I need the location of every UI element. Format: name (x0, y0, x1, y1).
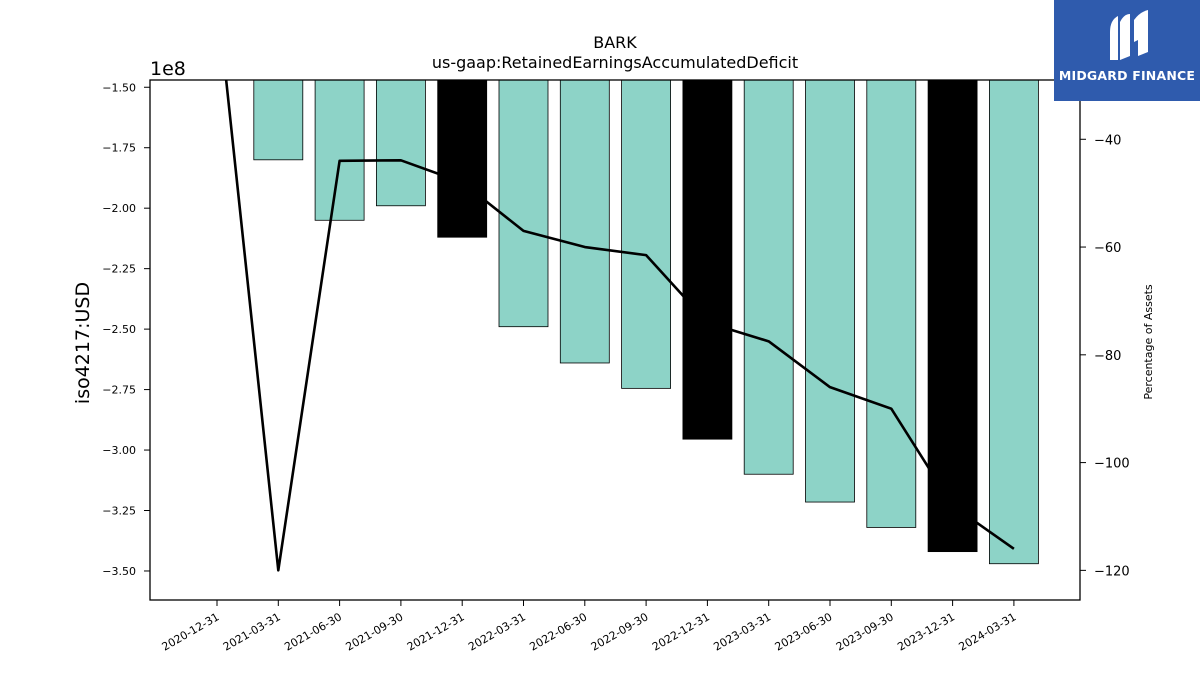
x-tick-label-2024-03-31: 2024-03-31 (957, 610, 1019, 653)
bar-2023-09-30 (866, 80, 917, 528)
y-tick-label: −3.25 (102, 505, 136, 518)
line-series-percentage-of-assets (224, 80, 1015, 572)
plot-frame (149, 79, 1081, 601)
bar-2022-09-30 (621, 80, 671, 389)
x-tick-label-2023-06-30: 2023-06-30 (773, 610, 835, 653)
x-tick-label-2023-12-31: 2023-12-31 (895, 610, 957, 653)
midgard-finance-logo: MIDGARD FINANCE (1054, 0, 1200, 101)
chart-subtitle: us-gaap:RetainedEarningsAccumulatedDefic… (432, 53, 798, 72)
y-tick-label: −1.50 (102, 81, 136, 94)
x-tick-label-2022-12-31: 2022-12-31 (650, 610, 712, 653)
x-tick-label-2023-09-30: 2023-09-30 (834, 610, 896, 653)
logo-text: MIDGARD FINANCE (1058, 68, 1196, 83)
y-offset-label: 1e8 (150, 58, 186, 80)
x-tick-label-2021-06-30: 2021-06-30 (282, 610, 344, 653)
y2-tick-label: −120 (1094, 564, 1130, 579)
y-tick-label: −2.25 (102, 263, 136, 276)
bars-layer (253, 80, 1039, 565)
labels-layer: BARK us-gaap:RetainedEarningsAccumulated… (72, 33, 1155, 404)
line-layer (224, 80, 1015, 572)
x-tick-label-2020-12-31: 2020-12-31 (160, 610, 222, 653)
y2-tick-label: −80 (1094, 349, 1121, 364)
bar-2021-06-30 (314, 80, 365, 221)
y-tick-label: −2.50 (102, 323, 136, 336)
bar-2021-09-30 (375, 80, 426, 207)
bar-2022-12-31 (682, 80, 733, 440)
x-tick-label-2021-03-31: 2021-03-31 (221, 610, 283, 653)
y-tick-label: −3.00 (102, 444, 136, 457)
x-tick-label-2023-03-31: 2023-03-31 (711, 610, 773, 653)
bar-2023-12-31 (927, 80, 978, 553)
logo-mark-icon (1110, 10, 1148, 60)
x-tick-label-2022-06-30: 2022-06-30 (527, 610, 589, 653)
bar-2023-06-30 (805, 80, 855, 503)
bar-2022-03-31 (498, 80, 549, 328)
y2-tick-label: −60 (1094, 241, 1121, 256)
bar-2022-06-30 (559, 80, 610, 364)
x-tick-label-2021-09-30: 2021-09-30 (344, 610, 406, 653)
y2-axis-label: Percentage of Assets (1142, 284, 1155, 400)
x-tick-label-2022-09-30: 2022-09-30 (589, 610, 651, 653)
y2-tick-label: −100 (1094, 457, 1130, 472)
bar-2021-03-31 (253, 80, 304, 161)
bar-2024-03-31 (989, 80, 1039, 565)
bar-2021-12-31 (437, 80, 488, 238)
y-tick-label: −2.75 (102, 384, 136, 397)
y2-tick-label: −40 (1094, 133, 1121, 148)
y-tick-label: −1.75 (102, 142, 136, 155)
x-tick-label-2021-12-31: 2021-12-31 (405, 610, 467, 653)
chart-title: BARK (593, 33, 637, 52)
y-axis-label: iso4217:USD (72, 282, 94, 404)
y-tick-label: −2.00 (102, 202, 136, 215)
bar-2023-03-31 (743, 80, 794, 475)
x-tick-label-2022-03-31: 2022-03-31 (466, 610, 528, 653)
y-tick-label: −3.50 (102, 565, 136, 578)
